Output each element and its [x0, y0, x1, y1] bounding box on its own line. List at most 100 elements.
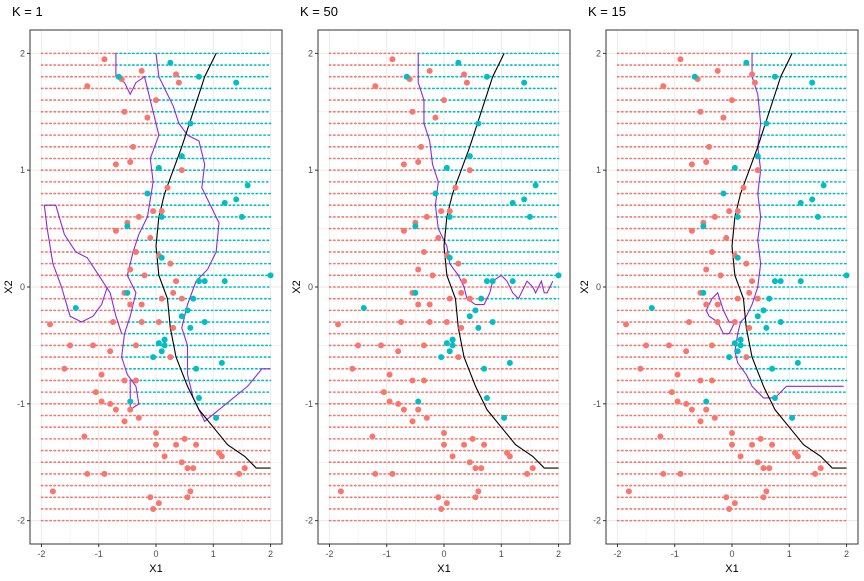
- data-point-class-a: [438, 505, 445, 512]
- data-point-class-b: [489, 319, 496, 326]
- panel-title: K = 1: [12, 4, 43, 19]
- data-point-class-a: [400, 227, 407, 234]
- y-tick-label: 2: [20, 48, 25, 58]
- data-point-class-a: [369, 433, 376, 440]
- data-point-class-b: [489, 278, 496, 285]
- data-point-class-b: [213, 414, 220, 421]
- data-point-class-a: [193, 441, 200, 448]
- data-point-class-b: [809, 79, 816, 86]
- data-point-class-a: [743, 260, 750, 267]
- data-point-class-b: [734, 348, 741, 355]
- data-point-class-a: [167, 354, 174, 361]
- data-point-class-b: [201, 278, 208, 285]
- data-point-class-b: [737, 342, 744, 349]
- data-point-class-a: [141, 272, 148, 279]
- data-point-class-a: [415, 301, 422, 308]
- data-point-class-a: [711, 414, 718, 421]
- data-point-class-a: [173, 278, 180, 285]
- data-point-class-b: [475, 120, 482, 127]
- data-point-class-a: [101, 56, 108, 63]
- data-point-class-b: [446, 254, 453, 261]
- data-point-class-a: [723, 234, 730, 241]
- data-point-class-a: [461, 278, 468, 285]
- data-point-class-a: [184, 494, 191, 501]
- data-point-class-a: [147, 494, 154, 501]
- data-point-class-a: [190, 465, 197, 472]
- data-point-class-a: [674, 398, 681, 405]
- data-point-class-a: [153, 97, 159, 104]
- data-point-class-b: [777, 319, 784, 326]
- data-point-class-a: [409, 377, 416, 384]
- data-point-class-b: [691, 73, 698, 80]
- data-point-class-b: [731, 164, 738, 171]
- y-tick-label: -2: [17, 516, 25, 526]
- data-point-class-b: [158, 213, 165, 220]
- data-point-class-b: [703, 398, 710, 405]
- data-point-class-a: [435, 234, 442, 241]
- data-point-class-b: [766, 295, 773, 302]
- data-point-class-a: [703, 159, 710, 166]
- data-point-class-a: [147, 234, 154, 241]
- data-point-class-b: [700, 289, 707, 296]
- data-point-class-b: [195, 278, 202, 285]
- data-point-class-a: [121, 377, 128, 384]
- data-point-class-b: [475, 324, 482, 331]
- data-point-class-a: [423, 213, 430, 220]
- data-point-class-a: [746, 324, 753, 331]
- data-point-class-a: [132, 248, 139, 255]
- data-point-class-b: [754, 153, 761, 160]
- data-point-class-a: [703, 266, 710, 273]
- data-point-class-a: [754, 167, 761, 174]
- classification-grid: [328, 52, 560, 522]
- x-tick-label: 0: [153, 549, 158, 559]
- data-point-class-a: [432, 114, 439, 121]
- data-point-class-a: [697, 418, 704, 425]
- data-point-class-a: [426, 301, 433, 308]
- bayes-boundary-line: [155, 53, 271, 469]
- data-point-class-b: [731, 340, 738, 347]
- data-point-class-a: [711, 213, 718, 220]
- data-point-class-a: [170, 289, 177, 296]
- data-point-class-b: [737, 336, 744, 343]
- data-point-class-a: [153, 430, 159, 437]
- y-axis-label: X2: [579, 280, 591, 293]
- data-point-class-a: [112, 161, 119, 168]
- data-point-class-a: [178, 167, 185, 174]
- data-point-class-a: [714, 67, 721, 74]
- data-point-class-a: [466, 459, 473, 466]
- data-point-class-b: [481, 365, 488, 372]
- data-point-class-a: [668, 389, 675, 396]
- data-point-class-a: [746, 289, 753, 296]
- data-point-class-a: [625, 488, 632, 495]
- y-tick-label: 1: [308, 165, 313, 175]
- data-point-class-a: [150, 505, 157, 512]
- data-point-class-a: [236, 470, 243, 477]
- y-tick-label: -1: [17, 399, 25, 409]
- data-point-class-a: [98, 398, 105, 405]
- data-point-class-b: [771, 73, 778, 80]
- data-point-class-a: [443, 500, 450, 507]
- data-point-class-b: [415, 398, 422, 405]
- x-tick-label: -2: [37, 549, 45, 559]
- data-point-class-b: [466, 153, 473, 160]
- data-point-class-a: [729, 441, 735, 448]
- data-point-class-a: [660, 470, 667, 477]
- data-point-class-a: [170, 324, 177, 331]
- data-point-class-a: [472, 494, 479, 501]
- data-point-class-a: [409, 108, 416, 115]
- data-point-class-a: [478, 465, 485, 472]
- data-point-class-a: [349, 365, 356, 372]
- data-point-class-b: [809, 196, 816, 203]
- data-point-class-a: [466, 167, 473, 174]
- x-tick-label: 0: [441, 549, 446, 559]
- data-point-class-a: [441, 430, 447, 437]
- data-point-class-a: [686, 319, 693, 326]
- data-point-class-a: [121, 108, 128, 115]
- data-point-class-b: [267, 272, 274, 279]
- data-point-class-b: [412, 289, 419, 296]
- data-point-class-a: [466, 295, 473, 302]
- data-point-class-a: [127, 301, 134, 308]
- data-point-class-a: [469, 435, 476, 442]
- data-point-class-a: [683, 348, 690, 355]
- data-point-class-a: [178, 295, 185, 302]
